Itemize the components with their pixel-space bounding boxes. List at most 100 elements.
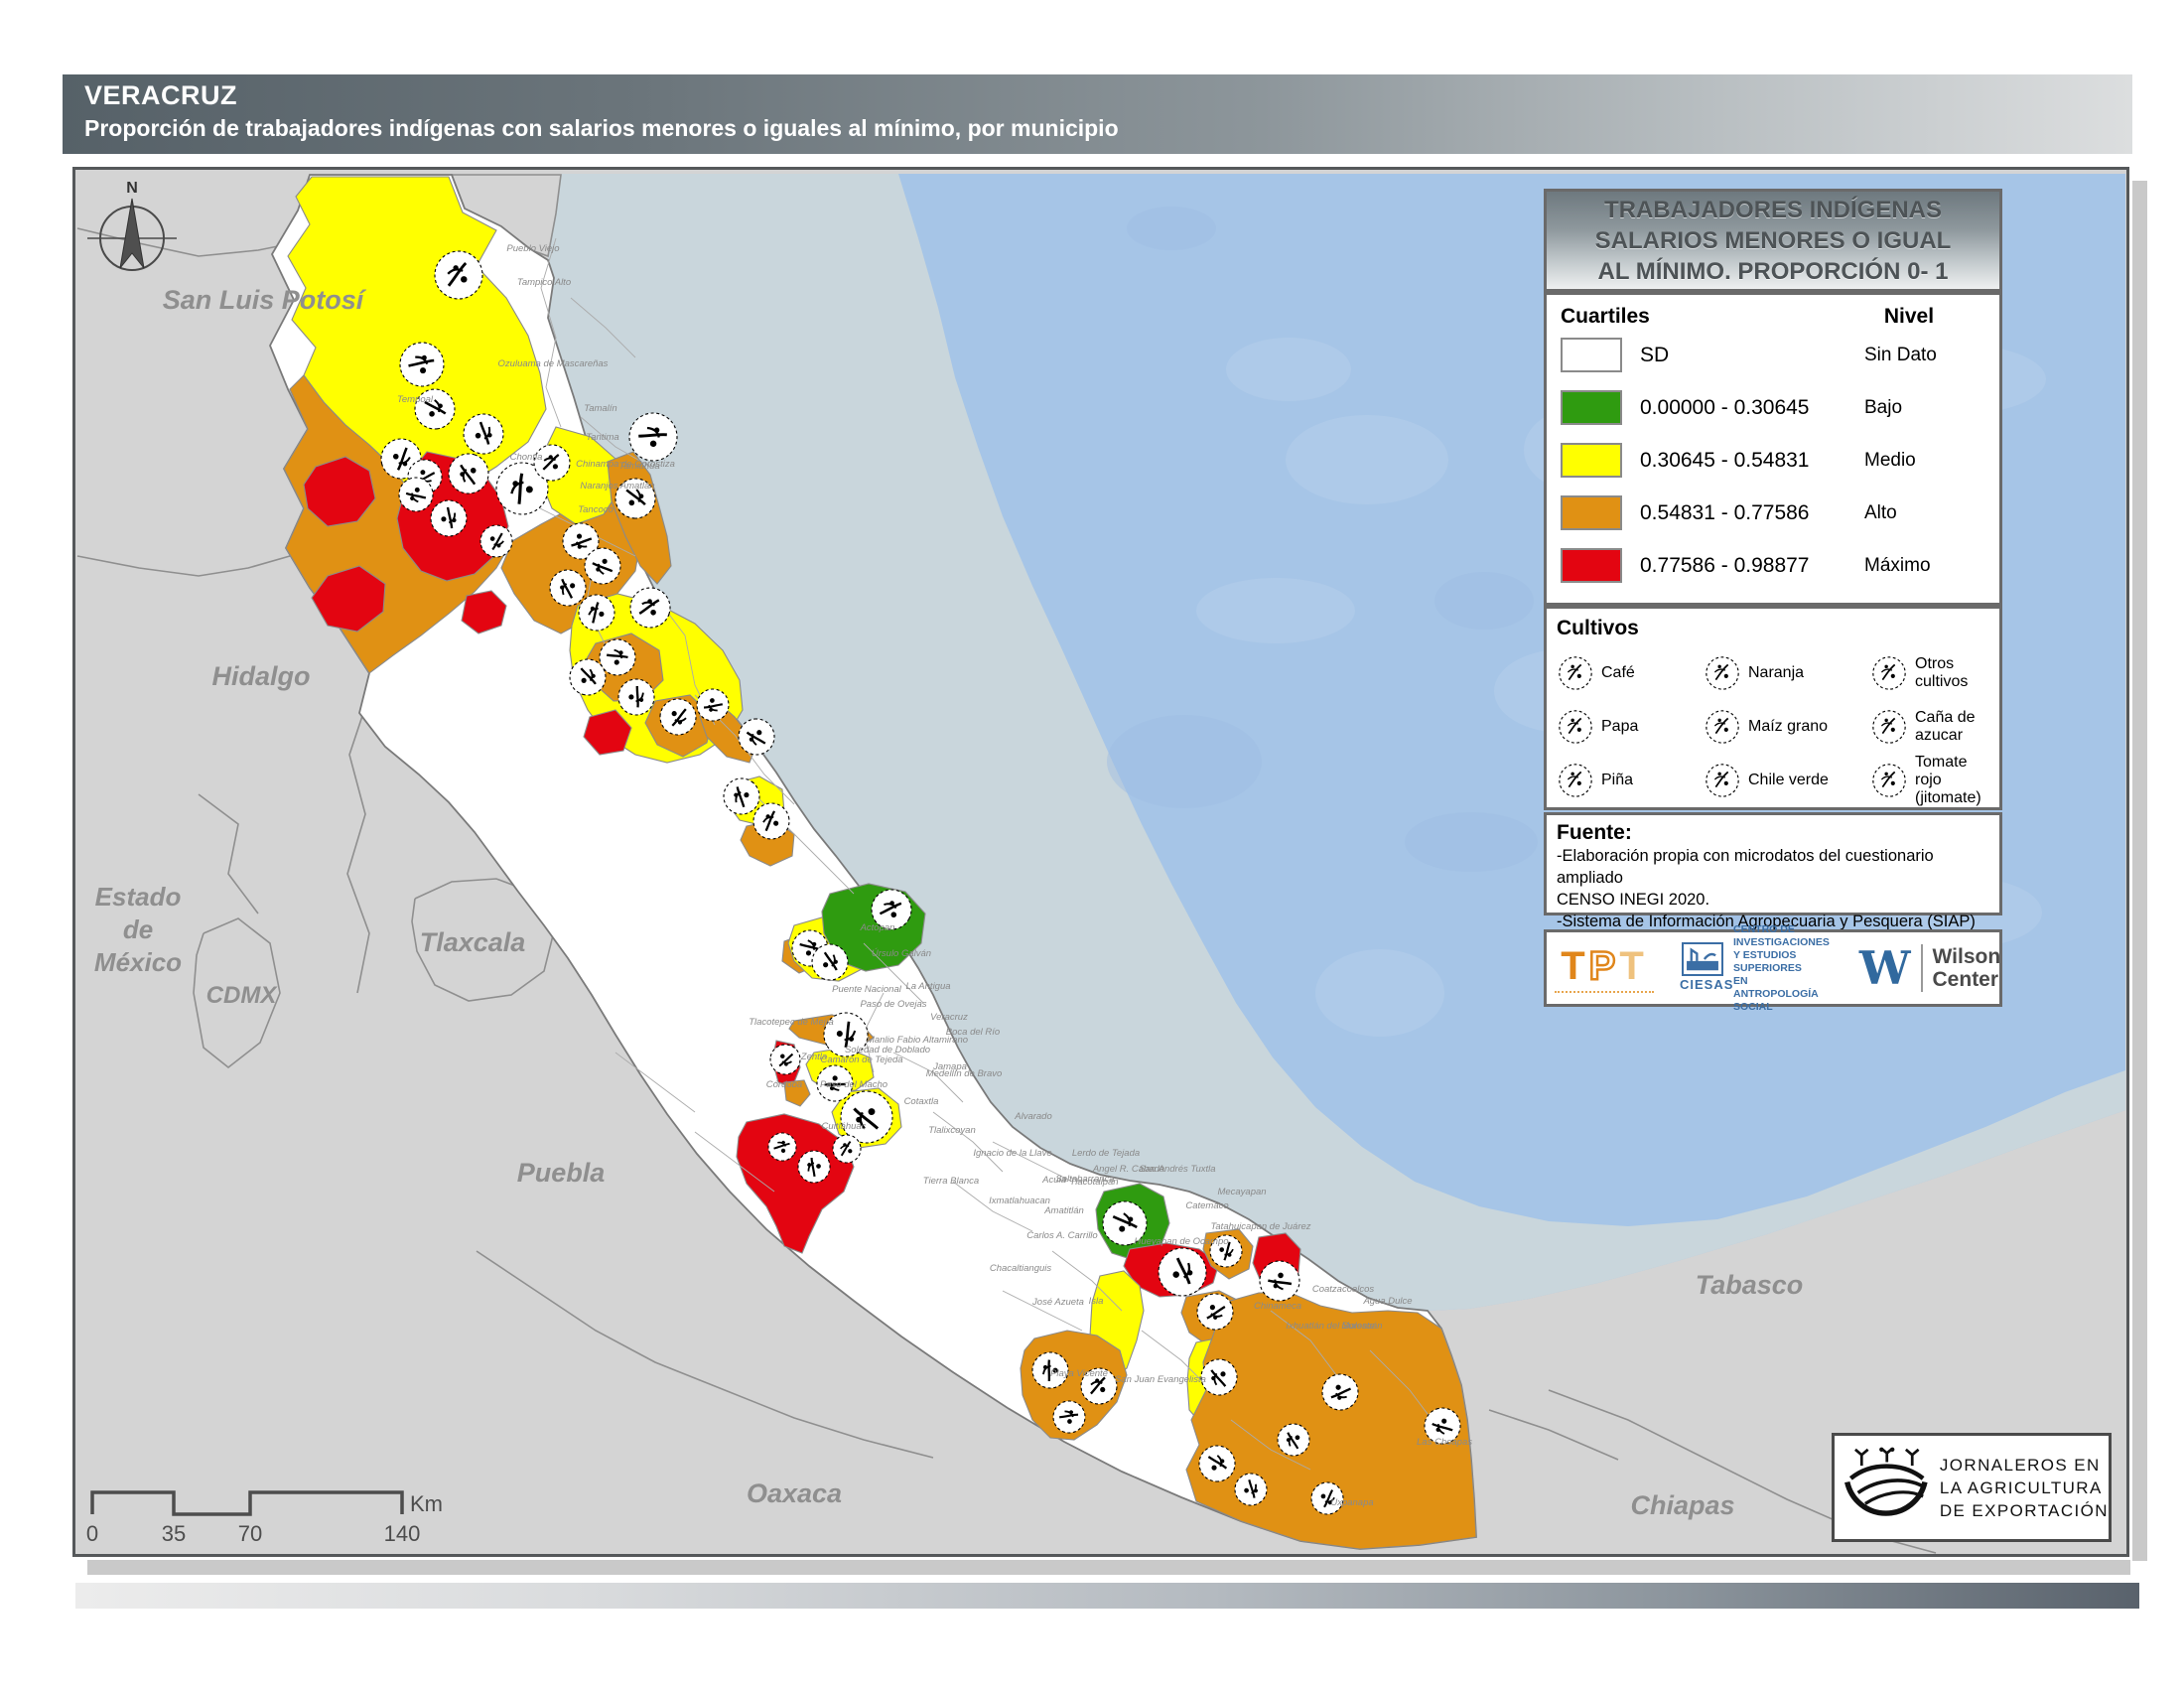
municipality-label: Saltabarranca bbox=[1055, 1174, 1114, 1185]
logos-box: TPT CIESAS CENTRO DE INVESTIGACIONES Y E… bbox=[1544, 929, 2002, 1007]
nivel-label: Máximo bbox=[1864, 555, 1931, 577]
svg-text:N: N bbox=[126, 180, 138, 197]
municipality-label: Chontla bbox=[510, 452, 543, 463]
municipality-label: Tamiahua bbox=[618, 461, 659, 472]
fuente-line: -Elaboración propia con microdatos del c… bbox=[1557, 845, 1989, 889]
cultivo-item: Papa bbox=[1557, 700, 1704, 754]
crop-icon bbox=[435, 251, 482, 299]
legend-row-bajo: 0.00000 - 0.30645 Bajo bbox=[1561, 381, 1985, 434]
municipality-label: Chinameca bbox=[1254, 1301, 1301, 1312]
range-label: SD bbox=[1640, 344, 1864, 367]
municipality-label: San Andrés Tuxtla bbox=[1139, 1164, 1215, 1175]
municipality-label: José Azueta bbox=[1031, 1297, 1084, 1308]
map-title: VERACRUZ bbox=[84, 80, 2132, 111]
tpt-tagline bbox=[1555, 991, 1654, 993]
bottom-gradient-bar bbox=[75, 1583, 2139, 1609]
cultivo-label: Café bbox=[1601, 664, 1635, 682]
range-label: 0.30645 - 0.54831 bbox=[1640, 449, 1864, 473]
municipality-label: Las Choapas bbox=[1417, 1437, 1472, 1448]
municipality-label: San Juan Evangelista bbox=[1115, 1374, 1206, 1385]
ciesas-logo: CIESAS CENTRO DE INVESTIGACIONES Y ESTUD… bbox=[1680, 923, 1830, 1014]
municipality-label: Tlalixcoyan bbox=[928, 1125, 976, 1136]
swatch-alto bbox=[1561, 495, 1622, 530]
state-label: San Luis Potosí bbox=[163, 285, 367, 315]
municipality-label: Tantima bbox=[586, 432, 618, 443]
otros-cultivos-icon bbox=[1870, 654, 1908, 692]
cultivo-label: Maíz grano bbox=[1748, 718, 1828, 736]
municipality-label: Agua Dulce bbox=[1362, 1296, 1412, 1307]
municipality-label: Tamalín bbox=[584, 403, 616, 414]
state-label: Tlaxcala bbox=[420, 927, 526, 957]
chile-verde-icon bbox=[1704, 762, 1741, 799]
tpt-logo: TPT bbox=[1555, 944, 1654, 993]
wilson-center-logo: W Wilson Center bbox=[1859, 944, 2000, 992]
municipality-label: Actopan bbox=[860, 922, 895, 933]
state-label: de bbox=[123, 914, 153, 944]
scale-tick-label: 140 bbox=[384, 1521, 421, 1546]
legend-row-maximo: 0.77586 - 0.98877 Máximo bbox=[1561, 539, 1985, 592]
municipality-label: Ignacio de la Llave bbox=[973, 1148, 1051, 1159]
municipality-label: Mecayapan bbox=[1217, 1187, 1266, 1197]
state-label: Tabasco bbox=[1696, 1270, 1804, 1300]
legend-title-line: AL MÍNIMO. PROPORCIÓN 0- 1 bbox=[1598, 256, 1949, 287]
legend-row-sd: SD Sin Dato bbox=[1561, 329, 1985, 381]
municipality-label: Playa Vicente bbox=[1050, 1368, 1108, 1379]
tomate-rojo-icon bbox=[1870, 762, 1908, 799]
municipality-label: Tampico Alto bbox=[517, 277, 571, 288]
cuartiles-header: Cuartiles bbox=[1561, 305, 1650, 329]
legend-row-alto: 0.54831 - 0.77586 Alto bbox=[1561, 487, 1985, 539]
legend-title-box: TRABAJADORES INDÍGENAS SALARIOS MENORES … bbox=[1544, 189, 2002, 292]
crop-icon bbox=[659, 698, 696, 735]
jornaleros-logo-box: JORNALEROS EN LA AGRICULTURA DE EXPORTAC… bbox=[1832, 1433, 2112, 1542]
municipality-label: Naranjos Amatlán bbox=[580, 481, 654, 492]
municipality-label: Tatahuicapan de Juárez bbox=[1210, 1221, 1310, 1232]
municipality-label: Hueyapan de Ocampo bbox=[1134, 1236, 1228, 1247]
municipality-label: Tlacotepec de Mejía bbox=[749, 1017, 834, 1028]
cultivo-label: Tomate rojo (jitomate) bbox=[1915, 754, 1989, 807]
scale-tick-label: 70 bbox=[238, 1521, 262, 1546]
legend-cultivos-box: Cultivos Café Naranja Otros cultivos Pap… bbox=[1544, 606, 2002, 810]
municipality-label: Moloacán bbox=[1341, 1321, 1382, 1332]
municipality-label: Carlos A. Carrillo bbox=[1026, 1230, 1097, 1241]
cultivo-item: Otros cultivos bbox=[1870, 646, 1989, 700]
state-label: Chiapas bbox=[1630, 1490, 1734, 1520]
cultivo-item: Naranja bbox=[1704, 646, 1870, 700]
municipality-label: Uxpanapa bbox=[1330, 1497, 1373, 1508]
scale-tick-label: 35 bbox=[162, 1521, 186, 1546]
state-label: Oaxaca bbox=[747, 1478, 842, 1508]
municipality-label: Cuitláhuac bbox=[822, 1121, 867, 1132]
frame-shadow-bottom bbox=[87, 1560, 2130, 1575]
nivel-label: Bajo bbox=[1864, 397, 1902, 419]
swatch-maximo bbox=[1561, 548, 1622, 583]
ciesas-icon bbox=[1682, 942, 1723, 976]
cultivo-label: Chile verde bbox=[1748, 772, 1829, 789]
municipality-label: Pueblo Viejo bbox=[506, 243, 559, 254]
cultivo-item: Maíz grano bbox=[1704, 700, 1870, 754]
swatch-medio bbox=[1561, 443, 1622, 478]
papa-icon bbox=[1557, 708, 1594, 746]
cultivo-item: Café bbox=[1557, 646, 1704, 700]
municipality-label: Alvarado bbox=[1014, 1111, 1052, 1122]
legend-row-medio: 0.30645 - 0.54831 Medio bbox=[1561, 434, 1985, 487]
fuente-header: Fuente: bbox=[1557, 821, 1989, 845]
maiz-grano-icon bbox=[1704, 708, 1741, 746]
map-title-bar: VERACRUZ Proporción de trabajadores indí… bbox=[63, 74, 2132, 154]
municipality-label: Tempoal bbox=[397, 394, 434, 405]
municipality-label: La Antigua bbox=[905, 981, 950, 992]
municipality-label: Coatzacoalcos bbox=[1312, 1284, 1375, 1295]
municipality-label: Córdoba bbox=[766, 1079, 802, 1090]
municipality-label: Tancoco bbox=[578, 504, 614, 515]
nivel-header: Nivel bbox=[1884, 305, 1934, 329]
pina-icon bbox=[1557, 762, 1594, 799]
municipality-label: Cotaxtla bbox=[904, 1096, 939, 1107]
legend-title-line: TRABAJADORES INDÍGENAS bbox=[1604, 195, 1942, 225]
cultivo-item: Caña de azucar bbox=[1870, 700, 1989, 754]
municipality-label: Camarón de Tejeda bbox=[820, 1055, 902, 1065]
frame-shadow-right bbox=[2132, 181, 2147, 1561]
scale-unit-label: Km bbox=[410, 1491, 443, 1516]
municipality-label: Ozuluama de Mascareñas bbox=[498, 358, 609, 369]
map-subtitle: Proporción de trabajadores indígenas con… bbox=[84, 115, 2132, 142]
page-root: VERACRUZ Proporción de trabajadores indí… bbox=[0, 0, 2184, 1688]
cultivo-label: Naranja bbox=[1748, 664, 1804, 682]
municipality-label: Tierra Blanca bbox=[923, 1176, 979, 1187]
